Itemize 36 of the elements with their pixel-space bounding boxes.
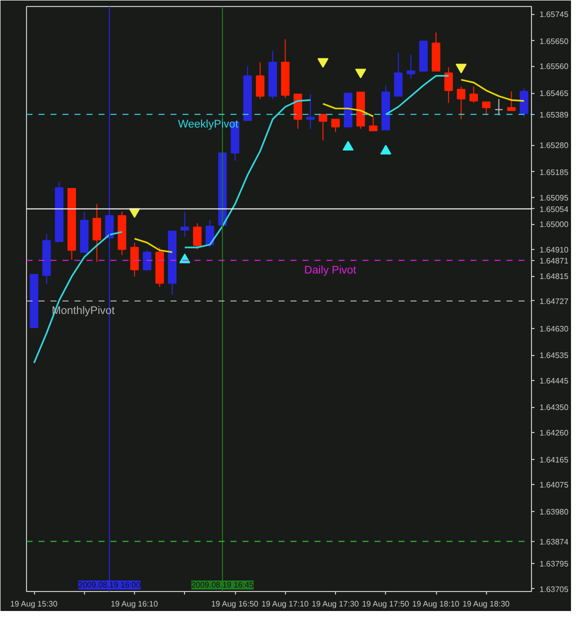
y-tick-label: 1.65465 bbox=[540, 89, 569, 98]
y-tick-label: 1.64445 bbox=[540, 376, 569, 386]
y-tick-label: 1.63874 bbox=[540, 537, 569, 546]
y-tick-label: 1.64535 bbox=[540, 351, 569, 360]
x-tick-label: 19 Aug 18:10 bbox=[412, 600, 460, 608]
y-tick-label: 1.64727 bbox=[540, 296, 569, 306]
y-tick-label: 1.65650 bbox=[540, 36, 569, 46]
y-tick-label: 1.64165 bbox=[540, 455, 569, 464]
x-tick-label: 19 Aug 16:50 bbox=[211, 600, 259, 608]
y-tick-label: 1.65054 bbox=[540, 204, 569, 214]
y-tick-label: 1.64075 bbox=[540, 480, 569, 490]
x-tick-label: 19 Aug 17:30 bbox=[312, 600, 360, 608]
x-tick-label: 19 Aug 16:10 bbox=[110, 600, 158, 608]
y-tick-label: 1.65389 bbox=[540, 110, 569, 120]
x-tick-label: 19 Aug 17:10 bbox=[261, 600, 310, 608]
x-tick-label: 19 Aug 17:50 bbox=[362, 600, 410, 608]
x-tick-label: 19 Aug 15:30 bbox=[10, 600, 58, 608]
y-tick-label: 1.65745 bbox=[540, 10, 569, 20]
x-tick-label: 19 Aug 18:30 bbox=[462, 600, 510, 608]
y-tick-label: 1.64815 bbox=[540, 272, 569, 282]
ref-line-label: Daily Pivot bbox=[304, 264, 356, 276]
y-tick-label: 1.65185 bbox=[540, 168, 569, 177]
y-tick-label: 1.64910 bbox=[540, 245, 569, 254]
y-tick-label: 1.64871 bbox=[540, 256, 569, 266]
y-tick-label: 1.63795 bbox=[540, 560, 569, 569]
y-tick-label: 1.65560 bbox=[540, 62, 569, 72]
y-tick-label: 1.65095 bbox=[540, 193, 569, 202]
y-tick-label: 1.63705 bbox=[540, 584, 569, 594]
y-tick-label: 1.65000 bbox=[540, 220, 569, 230]
y-tick-label: 1.65280 bbox=[540, 141, 569, 150]
ref-line-label: 2009.08.19 16:45 bbox=[191, 580, 254, 590]
y-tick-label: 1.63980 bbox=[540, 507, 569, 516]
y-tick-label: 1.64350 bbox=[540, 403, 569, 412]
y-tick-label: 1.64630 bbox=[540, 324, 569, 334]
ref-line-label: 2009.08.19 16:00 bbox=[78, 580, 142, 590]
y-tick-label: 1.64260 bbox=[540, 428, 569, 438]
